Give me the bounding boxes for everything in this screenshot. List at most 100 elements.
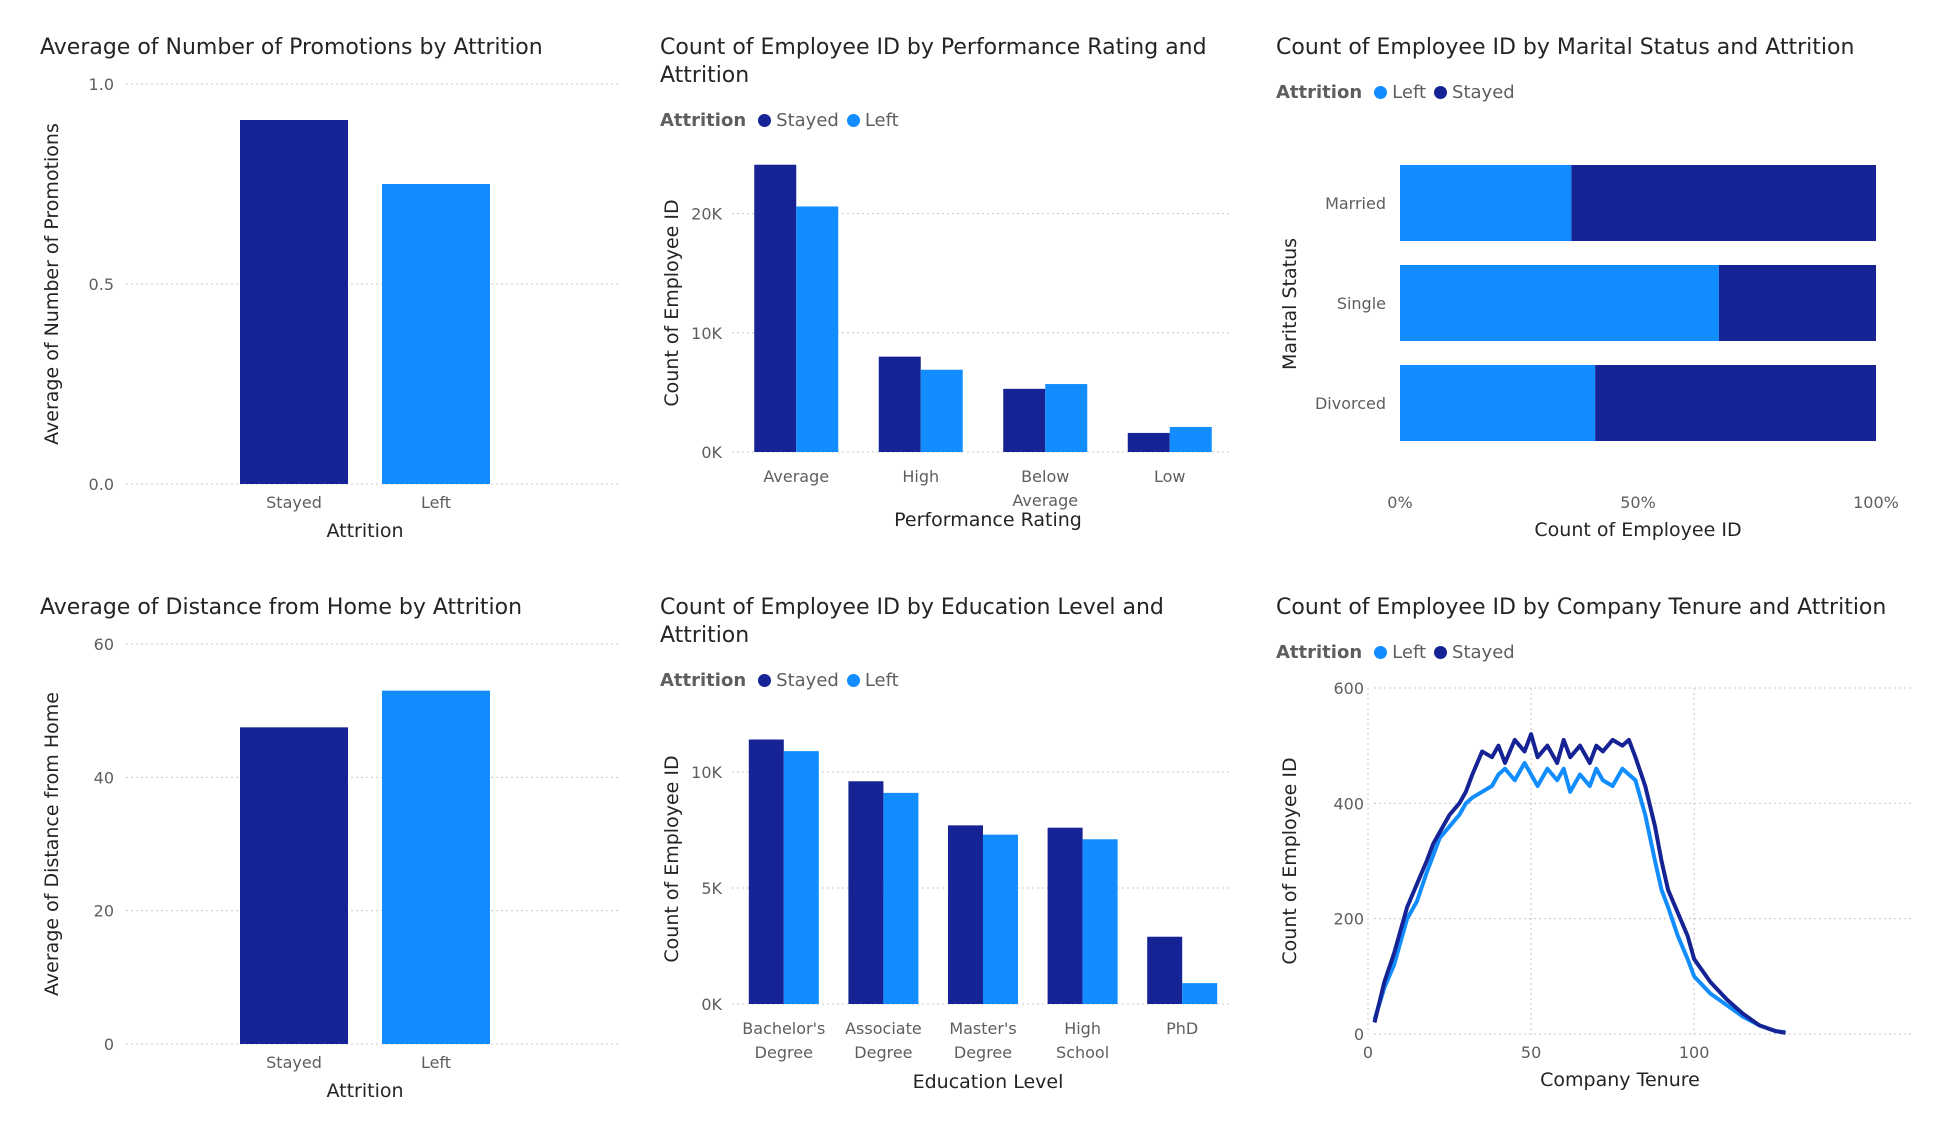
legend-marker (846, 114, 860, 127)
y-axis-title: Count of Employee ID (661, 199, 683, 406)
bar-stayed[interactable] (748, 739, 784, 1004)
chart-panel-marital: Count of Employee ID by Marital Status a… (1276, 34, 1916, 554)
y-tick-label: Divorced (1315, 394, 1386, 413)
bar-left[interactable] (983, 834, 1018, 1004)
x-tick-label: Left (421, 1053, 451, 1072)
bar-left[interactable] (1182, 983, 1218, 1004)
x-tick-label: 50% (1620, 493, 1656, 512)
x-axis-title: Education Level (913, 1071, 1064, 1093)
chart-legend[interactable]: Attrition Stayed Left (660, 110, 899, 131)
legend-marker (846, 674, 860, 687)
chart-title: Count of Employee ID by Marital Status a… (1276, 35, 1855, 60)
bar-left[interactable] (1169, 426, 1212, 452)
x-tick-label: Master's (949, 1019, 1016, 1038)
bar-stayed[interactable] (1047, 827, 1083, 1004)
chart-svg: 0K 5K 10K Bachelor's Degree Associate Degree Ma… (661, 739, 1232, 1093)
chart-panel-education: Count of Employee ID by Education Level … (660, 594, 1260, 1114)
bar-segment-left[interactable] (1400, 365, 1596, 441)
legend-title: Attrition (1276, 82, 1363, 103)
chart-legend[interactable]: Attrition Left Stayed (1276, 642, 1515, 663)
legend-label: Left (1392, 82, 1427, 103)
legend-title: Attrition (660, 670, 747, 691)
bar-stayed[interactable] (848, 781, 884, 1004)
legend-item-left[interactable]: Left (846, 670, 899, 691)
bar-stayed[interactable] (240, 120, 348, 484)
chart-title: Average of Distance from Home by Attriti… (40, 595, 523, 620)
chart-legend[interactable]: Attrition Left Stayed (1276, 82, 1515, 103)
chart-svg: 0K 10K 20K Average High Below Average Low Perfor… (661, 164, 1232, 531)
chart-title: Average of Number of Promotions by Attri… (40, 35, 543, 60)
x-tick-label: Below (1021, 467, 1069, 486)
y-tick-label: 0.0 (89, 475, 114, 494)
legend-marker (758, 674, 772, 687)
legend-marker (758, 114, 772, 127)
x-axis-title: Count of Employee ID (1534, 519, 1741, 541)
chart-panel-promotions: Average of Number of Promotions by Attri… (40, 34, 630, 554)
y-tick-label: 5K (701, 879, 722, 898)
legend-item-stayed[interactable]: Stayed (1434, 82, 1515, 103)
y-tick-label: 0K (701, 443, 722, 462)
legend-title: Attrition (660, 110, 747, 131)
legend-item-left[interactable]: Left (846, 110, 899, 131)
chart-svg: Married Single Divorced 0% 50% 100% Count of E… (1279, 165, 1899, 541)
bar-left[interactable] (382, 690, 490, 1044)
legend-item-left[interactable]: Left (1374, 82, 1426, 103)
chart-svg: 0 200 400 600 0 50 100 Company Tenure Count of E… (1279, 679, 1912, 1091)
chart-title: Count of Employee ID by Education Level … (660, 595, 1164, 648)
x-tick-label: Bachelor's (742, 1019, 825, 1038)
bar-segment-left[interactable] (1400, 265, 1719, 341)
legend-label: Left (1392, 642, 1427, 663)
y-tick-label: 1.0 (89, 75, 114, 94)
legend-item-stayed[interactable]: Stayed (758, 110, 839, 131)
y-tick-label: 400 (1333, 794, 1364, 813)
legend-title: Attrition (1276, 642, 1363, 663)
y-axis-title: Average of Distance from Home (41, 692, 63, 996)
x-tick-label: School (1056, 1043, 1109, 1062)
chart-svg: 0.0 0.5 1.0 Stayed Left Attrition Average of N… (41, 75, 620, 542)
bar-left[interactable] (783, 751, 819, 1004)
bar-segment-stayed[interactable] (1571, 165, 1876, 241)
chart-legend[interactable]: Attrition Stayed Left (660, 670, 899, 691)
legend-item-stayed[interactable]: Stayed (1434, 642, 1515, 663)
bar-left[interactable] (796, 206, 839, 452)
line-series-left[interactable] (1372, 760, 1786, 1035)
bar-left[interactable] (920, 369, 963, 452)
bar-left[interactable] (1082, 839, 1118, 1004)
legend-marker (1374, 646, 1388, 659)
x-tick-label: Associate (845, 1019, 922, 1038)
y-axis-title: Count of Employee ID (1279, 757, 1301, 964)
bar-stayed[interactable] (754, 164, 797, 452)
x-tick-label: Degree (854, 1043, 912, 1062)
bar-left[interactable] (1045, 384, 1088, 452)
legend-label: Left (864, 110, 899, 131)
bar-stayed[interactable] (1147, 936, 1183, 1004)
bar-segment-stayed[interactable] (1718, 265, 1876, 341)
x-tick-label: 100% (1853, 493, 1899, 512)
bar-stayed[interactable] (1127, 432, 1170, 452)
x-tick-label: Degree (755, 1043, 813, 1062)
bar-stayed[interactable] (878, 356, 921, 452)
x-tick-label: Stayed (266, 1053, 322, 1072)
x-tick-label: Average (763, 467, 829, 486)
x-tick-label: 0% (1387, 493, 1412, 512)
legend-item-left[interactable]: Left (1374, 642, 1426, 663)
bar-stayed[interactable] (948, 825, 983, 1004)
y-tick-label: 200 (1333, 910, 1364, 929)
bar-stayed[interactable] (1003, 388, 1046, 452)
chart-panel-performance: Count of Employee ID by Performance Rati… (660, 34, 1260, 554)
bar-segment-stayed[interactable] (1595, 365, 1876, 441)
bar-left[interactable] (883, 792, 919, 1004)
x-tick-label: Low (1154, 467, 1186, 486)
y-tick-label: 40 (94, 768, 114, 787)
y-axis-title: Average of Number of Promotions (41, 123, 63, 445)
legend-item-stayed[interactable]: Stayed (758, 670, 839, 691)
bar-segment-left[interactable] (1400, 165, 1572, 241)
bar-stayed[interactable] (240, 727, 348, 1044)
legend-label: Stayed (1452, 82, 1515, 103)
bar-left[interactable] (382, 184, 490, 484)
legend-label: Stayed (776, 670, 839, 691)
legend-label: Stayed (1452, 642, 1515, 663)
y-tick-label: 20 (94, 902, 114, 921)
legend-label: Left (864, 670, 899, 691)
line-series-stayed[interactable] (1372, 732, 1786, 1035)
